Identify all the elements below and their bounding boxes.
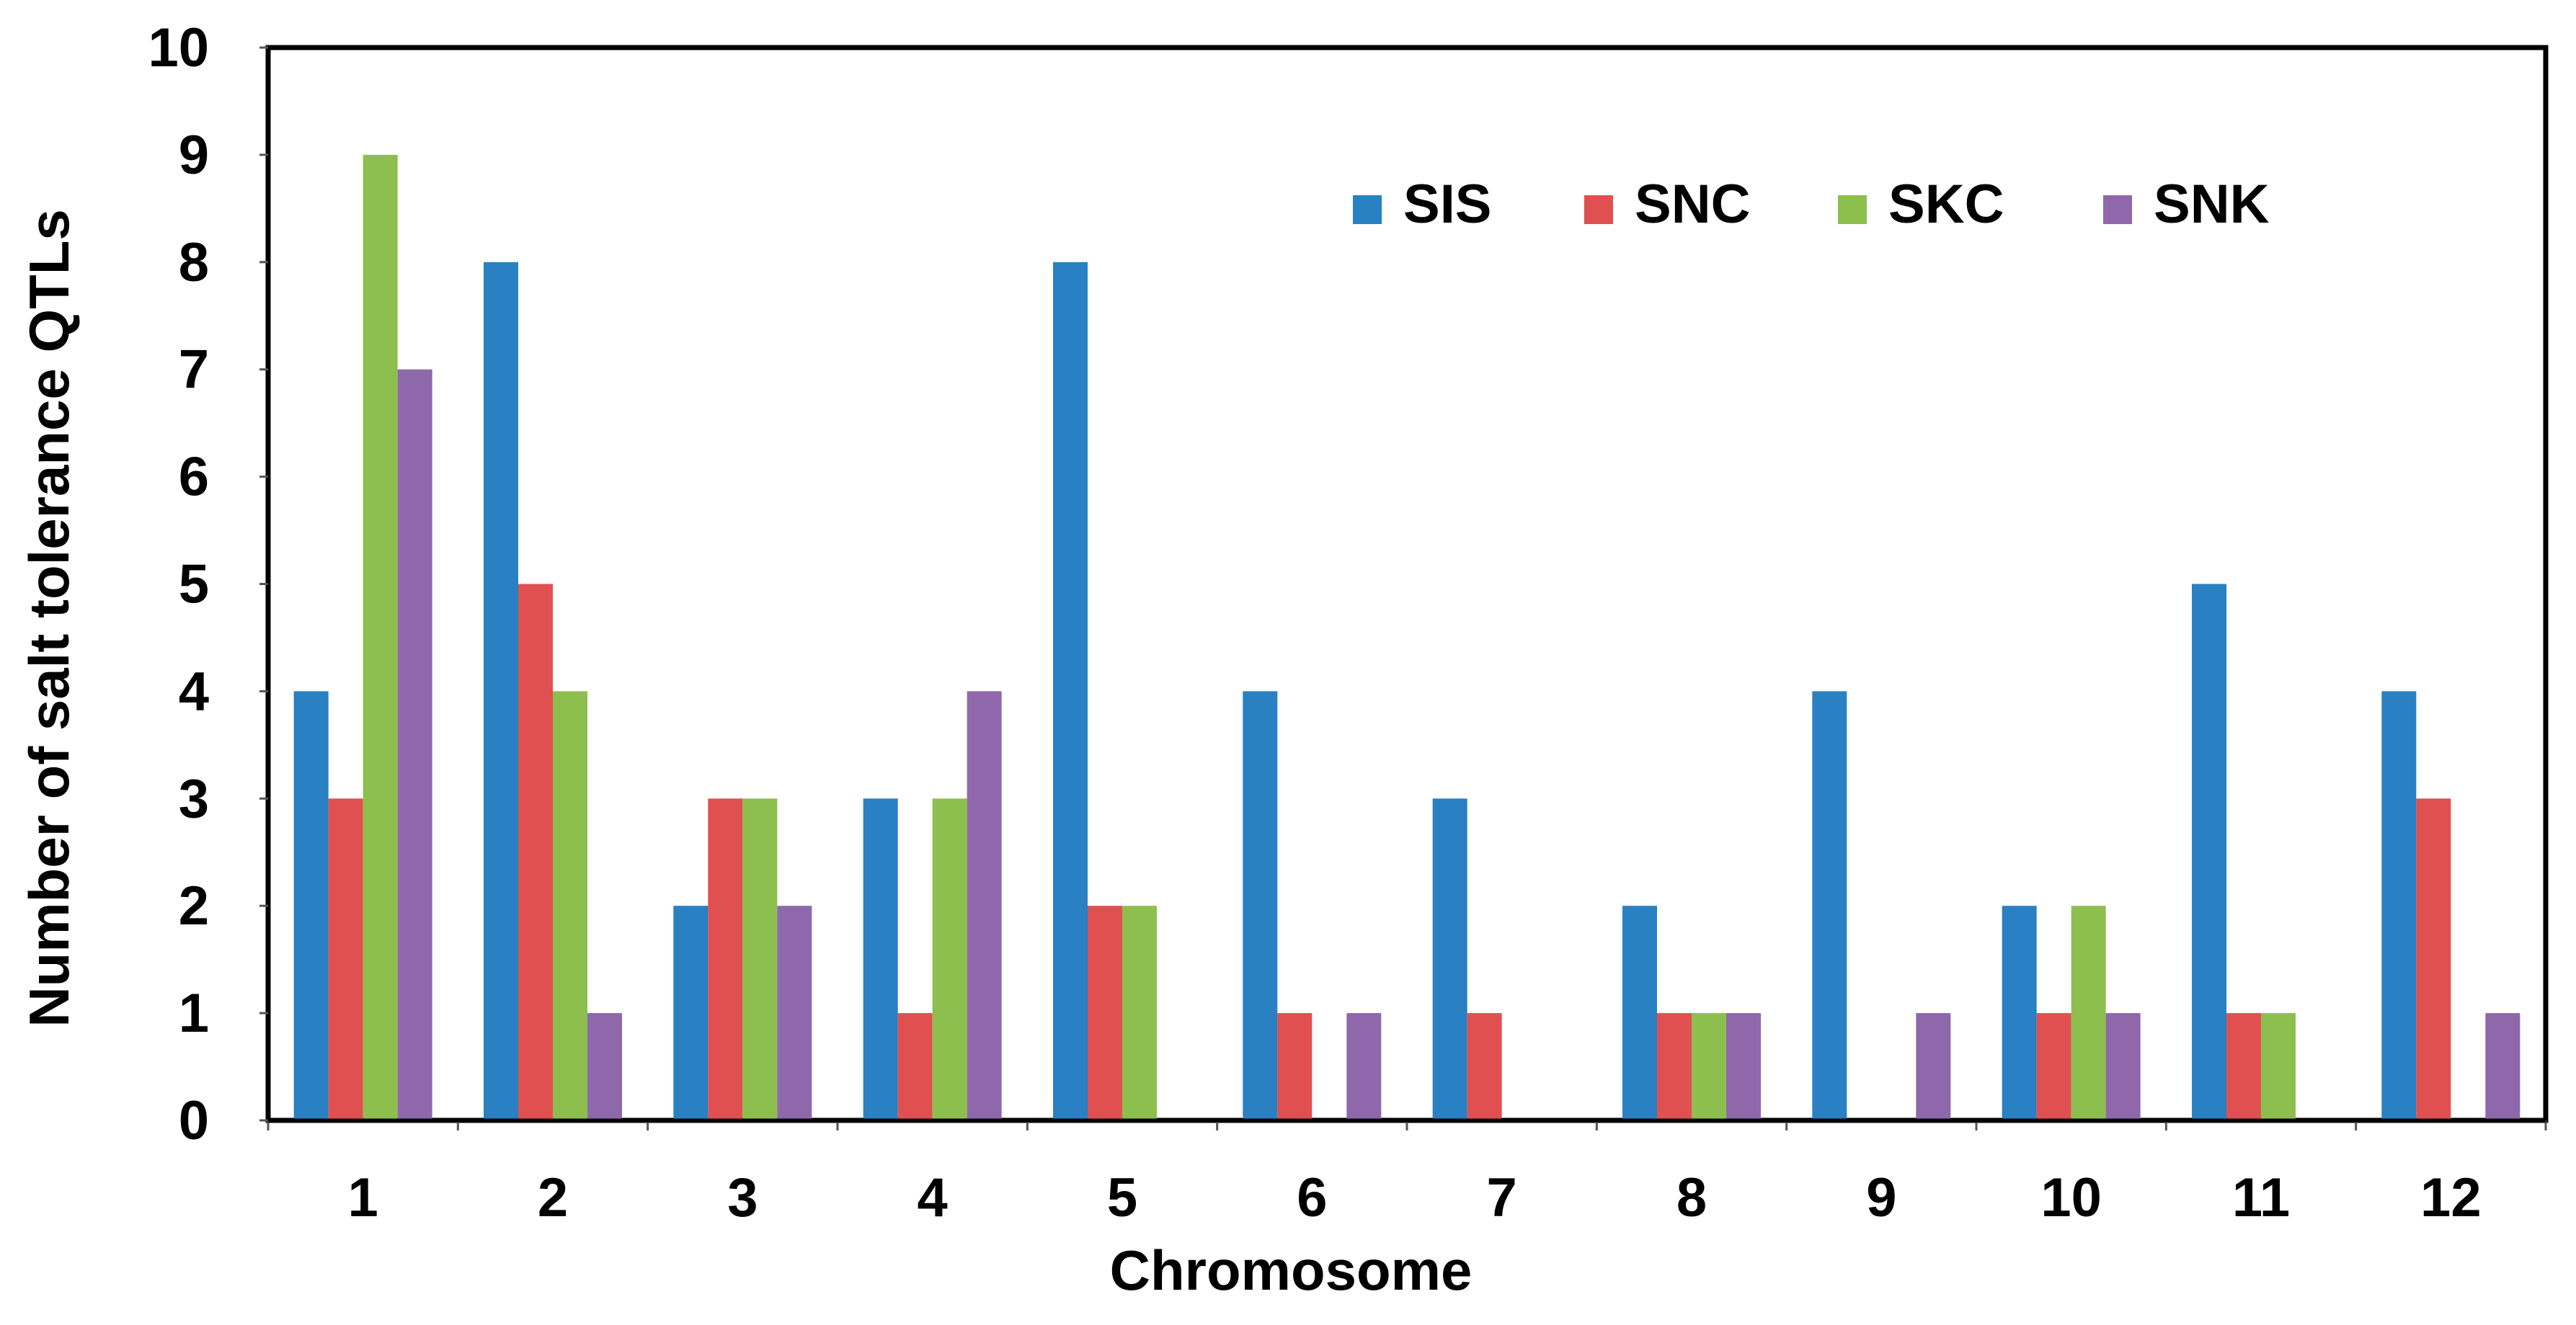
x-tick-label: 6 — [1297, 1167, 1327, 1228]
bar-snc-chr12 — [2416, 798, 2451, 1120]
x-tick-label: 3 — [727, 1167, 758, 1228]
bar-sis-chr3 — [673, 906, 709, 1120]
x-tick-label: 8 — [1676, 1167, 1707, 1228]
y-tick-label: 7 — [179, 339, 209, 401]
bar-skc-chr2 — [553, 691, 587, 1120]
legend-label-snk: SNK — [2154, 174, 2270, 235]
bar-skc-chr1 — [363, 154, 398, 1120]
legend-swatch-skc — [1838, 195, 1867, 224]
bar-sis-chr8 — [1622, 906, 1657, 1120]
bar-sis-chr5 — [1053, 262, 1088, 1120]
bar-snc-chr5 — [1088, 906, 1122, 1120]
bar-sis-chr1 — [293, 691, 329, 1120]
x-tick-label: 2 — [538, 1167, 568, 1228]
bar-snc-chr10 — [2036, 1013, 2071, 1120]
bar-skc-chr4 — [932, 798, 967, 1120]
bar-snk-chr6 — [1346, 1013, 1382, 1120]
bar-skc-chr8 — [1692, 1013, 1726, 1120]
bar-snk-chr3 — [777, 906, 812, 1120]
bar-sis-chr7 — [1432, 798, 1467, 1120]
bar-snc-chr3 — [708, 798, 743, 1120]
x-axis-label: Chromosome — [1110, 1239, 1473, 1302]
x-tick-label: 9 — [1866, 1167, 1896, 1228]
y-tick-label: 9 — [179, 125, 209, 186]
legend-label-skc: SKC — [1888, 174, 2004, 235]
bar-snk-chr4 — [967, 691, 1002, 1120]
x-tick-label: 5 — [1107, 1167, 1137, 1228]
x-tick-label: 11 — [2232, 1167, 2290, 1228]
bar-sis-chr4 — [863, 798, 898, 1120]
bar-sis-chr6 — [1243, 691, 1278, 1120]
bar-snc-chr7 — [1467, 1013, 1502, 1120]
bar-skc-chr10 — [2071, 906, 2106, 1120]
x-tick-label: 4 — [918, 1167, 948, 1228]
bar-skc-chr5 — [1122, 906, 1157, 1120]
bar-snk-chr10 — [2105, 1013, 2141, 1120]
x-tick-label: 10 — [2040, 1167, 2102, 1228]
bar-snc-chr1 — [328, 798, 363, 1120]
y-tick-label: 4 — [179, 661, 209, 722]
bar-snc-chr11 — [2226, 1013, 2261, 1120]
bar-sis-chr9 — [1812, 691, 1847, 1120]
bar-sis-chr2 — [484, 262, 518, 1120]
bar-sis-chr11 — [2192, 584, 2226, 1120]
bar-sis-chr12 — [2381, 691, 2417, 1120]
bar-snc-chr4 — [897, 1013, 933, 1120]
y-axis-label: Number of salt tolerance QTLs — [17, 209, 81, 1027]
y-tick-label: 5 — [179, 554, 209, 615]
bar-snk-chr9 — [1916, 1013, 1951, 1120]
y-tick-label: 1 — [179, 983, 209, 1044]
x-tick-label: 7 — [1487, 1167, 1517, 1228]
bar-snk-chr2 — [587, 1013, 622, 1120]
bar-skc-chr3 — [742, 798, 778, 1120]
bar-snc-chr2 — [518, 584, 553, 1120]
y-tick-label: 10 — [148, 17, 209, 79]
legend: SIS SNC SKC SNK — [1353, 174, 2270, 235]
x-tick-label: 12 — [2420, 1167, 2482, 1228]
bar-snc-chr6 — [1277, 1013, 1313, 1120]
legend-label-snc: SNC — [1635, 174, 1750, 235]
x-tick-label: 1 — [348, 1167, 378, 1228]
bar-snk-chr12 — [2485, 1013, 2521, 1120]
y-tick-label: 8 — [179, 232, 209, 293]
y-tick-label: 6 — [179, 447, 209, 508]
bar-skc-chr11 — [2261, 1013, 2296, 1120]
bar-snk-chr1 — [397, 369, 432, 1121]
bar-snc-chr8 — [1657, 1013, 1692, 1120]
bar-snk-chr8 — [1726, 1013, 1761, 1120]
legend-label-sis: SIS — [1403, 174, 1492, 235]
legend-swatch-snc — [1584, 195, 1613, 224]
y-tick-label: 0 — [179, 1090, 209, 1151]
y-tick-label: 2 — [179, 875, 209, 937]
legend-swatch-snk — [2103, 195, 2132, 224]
y-tick-label: 3 — [179, 768, 209, 829]
legend-swatch-sis — [1353, 195, 1382, 224]
bar-sis-chr10 — [2002, 906, 2037, 1120]
